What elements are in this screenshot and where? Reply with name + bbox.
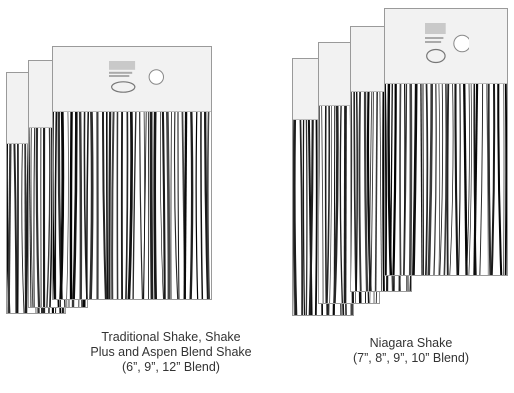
caption-line-1: Traditional Shake, Shake xyxy=(101,330,241,344)
shingle-card xyxy=(52,46,212,300)
caption-line-3: (6”, 9”, 12” Blend) xyxy=(122,360,220,374)
product-label-icon xyxy=(109,61,164,93)
shingle-label-area xyxy=(385,9,507,84)
product-label-icon xyxy=(425,23,469,64)
shingle-card xyxy=(384,8,508,276)
caption-niagara-box: Niagara Shake (7”, 8”, 9”, 10” Blend) xyxy=(318,336,504,366)
caption-traditional-box: Traditional Shake, Shake Plus and Aspen … xyxy=(60,330,282,375)
wood-grain-texture xyxy=(385,82,507,275)
caption-line-1: Niagara Shake xyxy=(369,336,453,350)
shingle-grain xyxy=(385,82,507,275)
caption-line-2: Plus and Aspen Blend Shake xyxy=(90,345,252,359)
shingle-grain xyxy=(53,110,211,299)
caption-line-2: (7”, 8”, 9”, 10” Blend) xyxy=(352,351,469,365)
wood-grain-texture xyxy=(53,110,211,299)
shingle-label-area xyxy=(53,47,211,112)
